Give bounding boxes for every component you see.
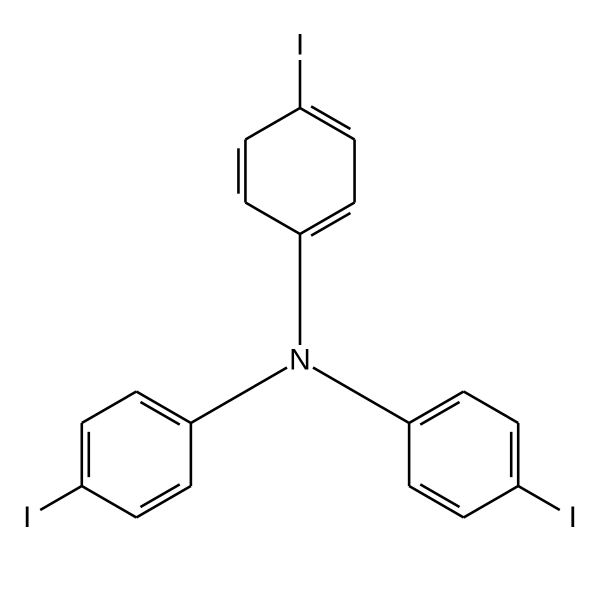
bond xyxy=(464,486,519,518)
bond xyxy=(300,108,355,140)
bond xyxy=(245,203,300,235)
atom-label-i: I xyxy=(296,29,304,62)
atom-label-n: N xyxy=(289,344,311,377)
bond xyxy=(409,392,464,424)
bond xyxy=(245,108,300,140)
bond xyxy=(518,486,560,510)
bond xyxy=(300,203,355,235)
atom-label-i: I xyxy=(569,501,577,534)
bond xyxy=(191,368,287,424)
atom-label-i: I xyxy=(23,501,31,534)
bond xyxy=(464,392,519,424)
bond xyxy=(313,368,409,424)
bond xyxy=(409,486,464,518)
bond xyxy=(82,486,137,518)
molecule-diagram: N I I I xyxy=(0,0,600,600)
bond xyxy=(82,392,137,424)
bond xyxy=(136,486,191,518)
bond xyxy=(136,392,191,424)
bond xyxy=(40,486,82,510)
